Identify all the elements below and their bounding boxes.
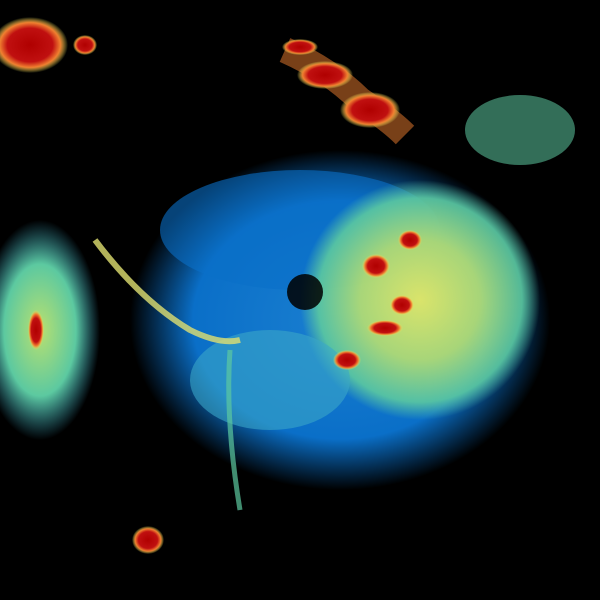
heavy-cells [0, 17, 422, 554]
echo-field [0, 95, 575, 511]
